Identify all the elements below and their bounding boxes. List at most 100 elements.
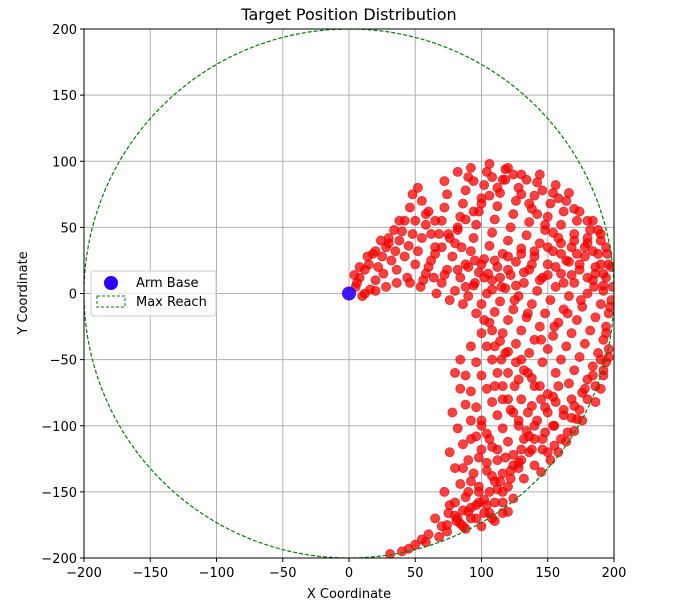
target-point xyxy=(574,259,585,270)
target-point xyxy=(359,288,370,299)
y-tick-label: 0 xyxy=(69,288,77,303)
target-point xyxy=(451,515,462,526)
target-point xyxy=(579,383,590,394)
target-point xyxy=(556,268,567,279)
target-point xyxy=(529,246,540,257)
target-point xyxy=(442,189,453,200)
target-point xyxy=(526,400,537,411)
target-point xyxy=(537,357,548,368)
target-point xyxy=(582,232,593,243)
target-point xyxy=(465,341,476,352)
target-point xyxy=(396,546,407,557)
target-point xyxy=(582,394,593,405)
target-point xyxy=(434,531,445,542)
x-tick-label: 50 xyxy=(407,566,424,581)
target-point xyxy=(553,381,564,392)
target-point xyxy=(577,415,588,426)
target-point xyxy=(524,198,535,209)
target-point xyxy=(526,373,537,384)
target-point xyxy=(492,444,503,455)
target-point xyxy=(481,465,492,476)
x-tick-label: 200 xyxy=(602,566,627,581)
target-point xyxy=(455,383,466,394)
target-point xyxy=(449,285,460,296)
target-point xyxy=(447,407,458,418)
target-point xyxy=(436,242,447,253)
target-point xyxy=(540,219,551,230)
target-point xyxy=(399,251,410,262)
target-point xyxy=(404,277,415,288)
target-point xyxy=(487,172,498,183)
target-point xyxy=(516,248,527,259)
target-point xyxy=(495,296,506,307)
target-point xyxy=(447,251,458,262)
target-point xyxy=(497,486,508,497)
target-point xyxy=(495,272,506,283)
target-point xyxy=(370,246,381,257)
target-point xyxy=(469,277,480,288)
target-point xyxy=(439,486,450,497)
target-point xyxy=(473,452,484,463)
target-point xyxy=(370,275,381,286)
target-point xyxy=(430,513,441,524)
target-point xyxy=(510,195,521,206)
target-point xyxy=(373,262,384,273)
target-point xyxy=(484,486,495,497)
target-point xyxy=(495,336,506,347)
target-point xyxy=(502,436,513,447)
target-point xyxy=(579,338,590,349)
legend-box xyxy=(90,270,217,317)
target-point xyxy=(505,404,516,415)
target-point xyxy=(420,219,431,230)
target-point xyxy=(479,180,490,191)
target-point xyxy=(534,169,545,180)
legend-arm-base-marker xyxy=(104,276,118,290)
target-point xyxy=(593,225,604,236)
target-point xyxy=(510,280,521,291)
target-point xyxy=(521,174,532,185)
target-point xyxy=(548,391,559,402)
target-point xyxy=(449,497,460,508)
y-tick-label: −200 xyxy=(41,552,77,567)
target-point xyxy=(484,433,495,444)
target-point xyxy=(545,455,556,466)
target-point xyxy=(521,230,532,241)
target-point xyxy=(532,209,543,220)
target-point xyxy=(377,251,388,262)
target-point xyxy=(579,242,590,253)
target-point xyxy=(553,447,564,458)
target-point xyxy=(502,251,513,262)
y-axis-label: Y Coordinate xyxy=(16,251,31,335)
target-point xyxy=(550,262,561,273)
target-point xyxy=(489,214,500,225)
target-point xyxy=(566,269,577,280)
target-point xyxy=(529,190,540,201)
target-point xyxy=(492,201,503,212)
target-point xyxy=(389,225,400,236)
target-point xyxy=(391,264,402,275)
target-point xyxy=(484,158,495,169)
target-point xyxy=(566,328,577,339)
target-point xyxy=(351,277,362,288)
target-point xyxy=(534,321,545,332)
target-point xyxy=(452,264,463,275)
target-point xyxy=(416,232,427,243)
target-point xyxy=(457,463,468,474)
target-point xyxy=(465,415,476,426)
target-point xyxy=(513,415,524,426)
target-point xyxy=(465,246,476,257)
chart-title: Target Position Distribution xyxy=(240,5,456,24)
target-point xyxy=(370,285,381,296)
target-point xyxy=(463,455,474,466)
target-point xyxy=(574,351,585,362)
target-point xyxy=(550,180,561,191)
target-point xyxy=(471,402,482,413)
target-point xyxy=(502,264,513,275)
target-point xyxy=(502,346,513,357)
target-point xyxy=(460,281,471,292)
target-point xyxy=(496,281,507,292)
target-point xyxy=(542,344,553,355)
target-point xyxy=(574,404,585,415)
target-point xyxy=(605,301,614,312)
target-point xyxy=(550,281,561,292)
